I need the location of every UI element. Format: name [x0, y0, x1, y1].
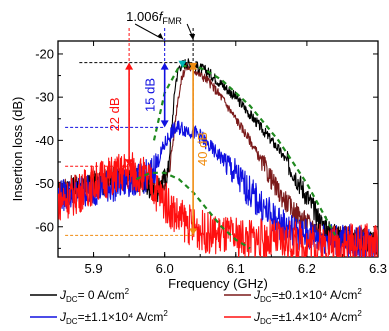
x-tick-label: 6.2	[298, 261, 316, 276]
y-tick-label: -40	[35, 133, 54, 148]
arrowhead	[160, 120, 169, 128]
legend-label: JDC=±1.1×10⁴ A/cm2	[59, 309, 168, 326]
marker-triangle	[189, 62, 198, 70]
y-axis-label: Insertion loss (dB)	[10, 97, 25, 202]
arrowhead	[125, 62, 134, 70]
marker-triangle	[178, 60, 187, 68]
x-axis-label: Frequency (GHz)	[168, 276, 268, 291]
arrowhead	[125, 159, 134, 167]
axes: 5.9 6.0 6.1 6.2 6.3 -20 -30 -40 -50 -60 Frequency …	[10, 40, 387, 291]
arrowhead	[189, 228, 198, 236]
db-label: 15 dB	[143, 78, 158, 112]
arrowhead	[189, 34, 196, 40]
top-annotation-label: 1.006fFMR	[126, 9, 182, 26]
top-arrow	[134, 23, 161, 39]
y-tick-label: -50	[35, 176, 54, 191]
annotations: 1.006fFMR 22 dB 15 dB 40 dB	[65, 9, 210, 236]
legend-label: JDC= 0 A/cm2	[59, 287, 130, 304]
x-tick-label: 5.9	[85, 261, 103, 276]
plot-frame	[57, 40, 379, 258]
series-line	[58, 120, 378, 257]
fit-line	[152, 63, 337, 236]
plot-area	[58, 58, 378, 257]
series-line	[58, 152, 378, 257]
arrowhead	[157, 33, 164, 40]
y-tick-label: -60	[35, 219, 54, 234]
x-tick-label: 6.0	[156, 261, 174, 276]
x-tick-label: 6.1	[227, 261, 245, 276]
arrowhead	[160, 62, 169, 70]
x-tick-label: 6.3	[369, 261, 387, 276]
db-label: 22 dB	[107, 97, 122, 131]
legend-label: JDC=±0.1×10⁴ A/cm2	[253, 287, 362, 304]
legend: JDC= 0 A/cm2 JDC=±0.1×10⁴ A/cm2 JDC=±1.1×1…	[30, 287, 362, 326]
db-label: 40 dB	[195, 132, 210, 166]
y-tick-label: -30	[35, 90, 54, 105]
legend-label: JDC=±1.4×10⁴ A/cm2	[253, 309, 362, 326]
y-tick-label: -20	[35, 46, 54, 61]
